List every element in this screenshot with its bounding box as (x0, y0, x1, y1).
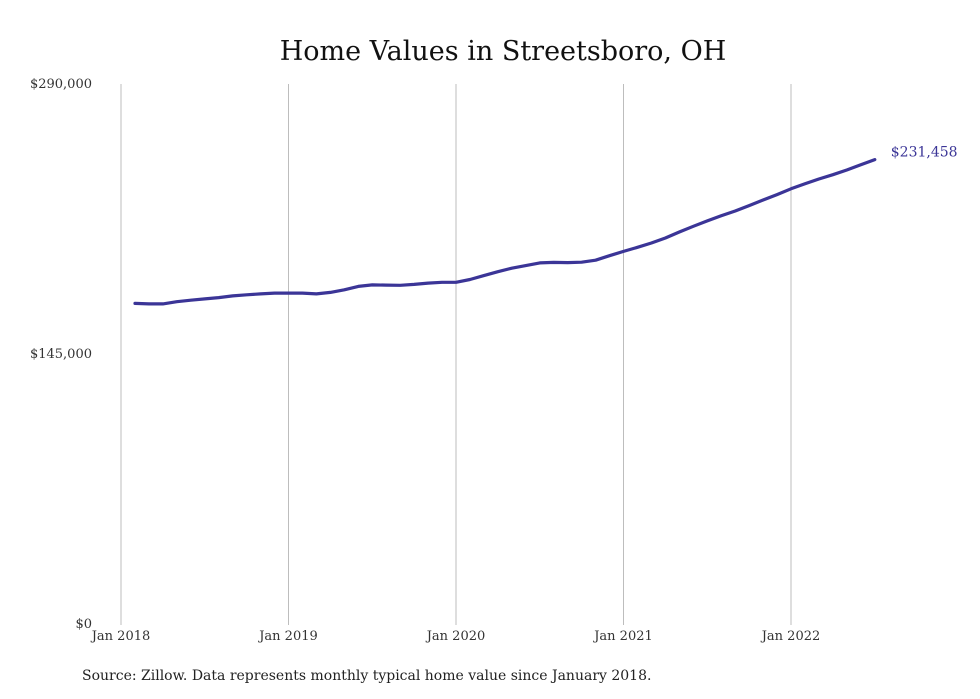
end-value-label: $231,458 (891, 145, 958, 161)
y-tick-label: $145,000 (30, 347, 92, 362)
source-note: Source: Zillow. Data represents monthly … (82, 668, 652, 684)
series-line (133, 158, 877, 306)
y-axis-ticks: $290,000 $145,000 $0 (30, 77, 92, 632)
y-tick-label: $0 (75, 617, 92, 632)
gridlines (120, 84, 792, 625)
chart-title: Home Values in Streetsboro, OH (280, 36, 727, 67)
x-axis-ticks: Jan 2018 Jan 2019 Jan 2020 Jan 2021 Jan 2022 (90, 629, 821, 644)
x-tick-label: Jan 2020 (425, 629, 486, 644)
x-tick-label: Jan 2021 (592, 629, 653, 644)
x-tick-label: Jan 2019 (257, 629, 318, 644)
series-layer: $231,458 (133, 145, 958, 306)
x-tick-label: Jan 2018 (90, 629, 151, 644)
line-chart: Home Values in Streetsboro, OH $290,000$… (30, 36, 958, 644)
x-tick-label: Jan 2022 (760, 629, 821, 644)
y-tick-label: $290,000 (30, 77, 92, 92)
